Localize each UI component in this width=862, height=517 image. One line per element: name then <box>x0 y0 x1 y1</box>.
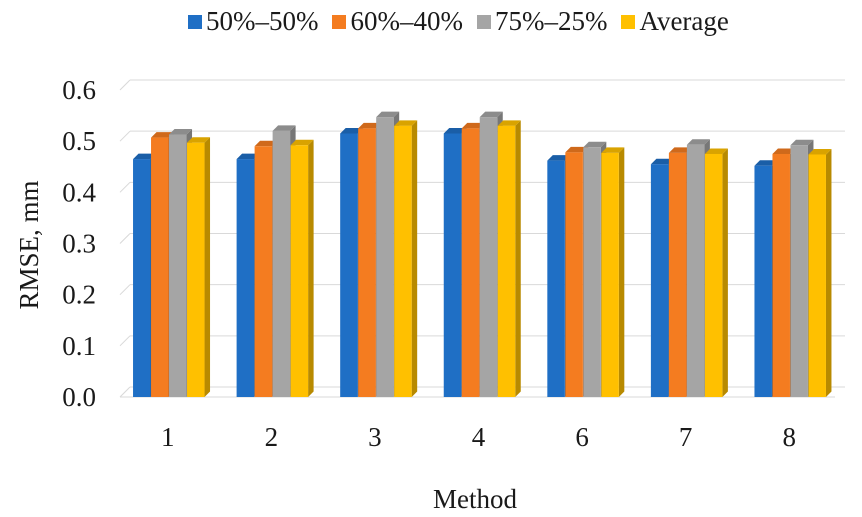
y-tick-label: 0.0 <box>62 382 96 412</box>
gridline-diag <box>119 130 131 142</box>
legend-item-series-1: 50%–50% <box>188 6 318 37</box>
x-tick-label: 3 <box>368 422 382 452</box>
legend: 50%–50% 60%–40% 75%–25% Average <box>188 6 743 37</box>
bar-7-series-4 <box>704 148 728 397</box>
x-tick-label: 4 <box>472 422 486 452</box>
legend-item-series-2: 60%–40% <box>332 6 463 37</box>
bars <box>133 111 832 398</box>
legend-swatch-series-1 <box>188 14 202 29</box>
bar-4-series-4 <box>497 120 521 398</box>
legend-item-series-3: 75%–25% <box>476 6 608 37</box>
bar-6-series-4 <box>601 147 625 397</box>
gridline-diag <box>119 335 131 347</box>
gridline-diag <box>119 181 131 193</box>
legend-label-series-2: 60%–40% <box>350 6 463 36</box>
x-tick-label: 6 <box>575 422 589 452</box>
bar-2-series-4 <box>290 139 314 397</box>
x-axis-label: Method <box>433 484 517 514</box>
legend-swatch-series-3 <box>476 14 491 29</box>
y-axis-ticks: 0.0 0.1 0.2 0.3 0.4 0.5 0.6 <box>62 75 96 412</box>
gridline-diag <box>119 233 131 244</box>
y-tick-label: 0.3 <box>62 229 96 259</box>
y-tick-label: 0.4 <box>62 177 96 207</box>
y-tick-label: 0.6 <box>62 75 96 105</box>
legend-swatch-series-4 <box>621 14 636 29</box>
legend-label-series-1: 50%–50% <box>206 6 319 36</box>
x-tick-label: 2 <box>265 422 279 452</box>
y-tick-label: 0.5 <box>62 126 96 156</box>
gridline-diag <box>119 284 131 296</box>
legend-label-series-4: Average <box>639 6 729 36</box>
x-tick-label: 1 <box>161 422 175 452</box>
bar-3-series-4 <box>394 120 418 398</box>
legend-item-series-4: Average <box>621 6 729 37</box>
y-axis-label: RMSE, mm <box>14 180 44 309</box>
y-tick-label: 0.2 <box>62 280 96 310</box>
bar-8-series-4 <box>808 148 832 397</box>
gridline-diag <box>119 386 131 398</box>
legend-label-series-3: 75%–25% <box>494 6 608 36</box>
x-axis-ticks: 1 2 3 4 6 7 8 <box>161 422 796 452</box>
bar-1-series-4 <box>187 137 211 397</box>
legend-swatch-series-2 <box>332 14 347 29</box>
gridline-diag <box>119 79 131 91</box>
y-tick-label: 0.1 <box>62 331 96 361</box>
x-tick-label: 7 <box>679 422 693 452</box>
x-tick-label: 8 <box>782 422 796 452</box>
